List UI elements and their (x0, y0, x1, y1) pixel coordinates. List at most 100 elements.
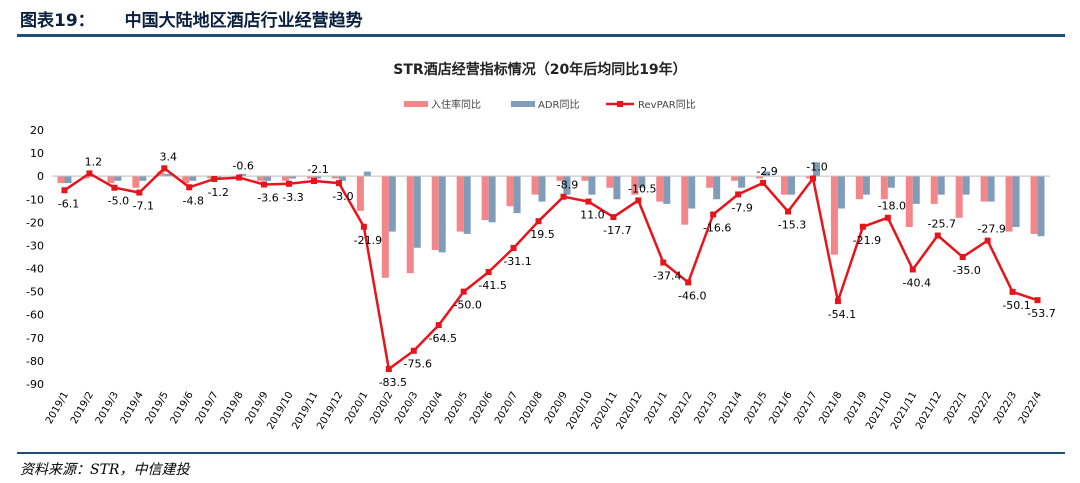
adr-bar (812, 162, 820, 177)
occupancy-bar (1030, 176, 1038, 234)
revpar-marker (510, 244, 517, 251)
revpar-marker (310, 178, 317, 185)
revpar-data-label: -3.6 (257, 191, 278, 204)
x-axis: 2019/12019/22019/32019/42019/52019/62019… (44, 390, 1044, 431)
occupancy-bar (955, 176, 963, 218)
figure-number: 图表19： (20, 11, 95, 31)
x-tick-label: 2020/9 (543, 390, 570, 426)
x-tick-label: 2021/7 (792, 390, 819, 426)
occupancy-bar (980, 176, 988, 202)
revpar-data-label: -10.5 (628, 182, 656, 195)
revpar-data-label: -15.3 (778, 219, 806, 232)
occupancy-bar (356, 176, 364, 211)
revpar-data-label: -50.1 (1002, 299, 1030, 312)
data-labels: -6.1 1.2 -5.0 -7.1 3.4 -4.8 -1.2 -0.6 -3.6 -3.3 -2… (58, 150, 1056, 389)
revpar-data-label: -21.9 (853, 234, 881, 247)
occupancy-bar (880, 176, 888, 200)
bottom-rule (17, 452, 1065, 454)
y-tick-label: -10 (26, 193, 44, 206)
revpar-marker (984, 237, 991, 244)
x-tick-label: 2019/5 (144, 390, 171, 426)
legend-swatch-occupancy (404, 101, 428, 107)
x-tick-label: 2020/6 (468, 390, 495, 426)
adr-bar (64, 176, 72, 184)
occupancy-bar (381, 176, 389, 278)
revpar-marker (86, 170, 93, 177)
revpar-marker (161, 165, 168, 172)
occupancy-bar (157, 171, 165, 177)
occupancy-bar (506, 176, 514, 207)
occupancy-bar (331, 176, 339, 179)
revpar-data-label: -75.6 (404, 358, 432, 371)
y-tick-label: -20 (26, 216, 44, 229)
occupancy-bar (107, 176, 115, 184)
x-tick-label: 2021/5 (743, 390, 770, 426)
revpar-marker (934, 232, 941, 239)
revpar-marker (111, 184, 118, 191)
adr-bar (463, 176, 471, 234)
adr-bar (713, 176, 721, 200)
x-tick-label: 2021/8 (817, 390, 844, 426)
figure-title: 图表19： 中国大陆地区酒店行业经营趋势 (20, 6, 363, 31)
occupancy-bar (930, 176, 938, 204)
revpar-data-label: 11.0 (580, 209, 605, 222)
revpar-marker (410, 347, 417, 354)
occupancy-bar (132, 176, 140, 188)
adr-bar (513, 176, 521, 214)
y-tick-label: 10 (30, 147, 44, 160)
adr-bar (563, 176, 571, 195)
occupancy-bar (1005, 176, 1013, 232)
revpar-data-label: -5.0 (108, 195, 129, 208)
x-tick-label: 2020/4 (418, 390, 445, 426)
y-tick-label: -60 (26, 309, 44, 322)
occupancy-bar (481, 176, 489, 221)
revpar-marker (236, 174, 243, 181)
x-tick-label: 2021/6 (768, 390, 795, 426)
adr-bar (413, 176, 421, 248)
revpar-data-label: -4.8 (182, 194, 203, 207)
adr-bar (114, 176, 122, 181)
occupancy-bar (282, 176, 290, 181)
revpar-marker (1009, 288, 1016, 295)
adr-bar (363, 171, 371, 177)
x-tick-label: 2019/4 (119, 390, 146, 426)
legend-swatch-adr (511, 101, 535, 107)
revpar-marker (435, 322, 442, 329)
adr-bar (1012, 176, 1020, 227)
adr-bar (588, 176, 596, 195)
adr-bar (638, 176, 646, 188)
x-tick-label: 2020/5 (443, 390, 470, 426)
revpar-marker (535, 218, 542, 225)
legend-label-revpar: RevPAR同比 (638, 99, 696, 111)
revpar-data-label: -7.9 (731, 201, 752, 214)
occupancy-bar (756, 176, 764, 179)
revpar-data-label: -7.1 (133, 200, 154, 213)
x-tick-label: 2021/3 (693, 390, 720, 426)
x-tick-label: 2020/2 (368, 390, 395, 426)
legend: 入住率同比 ADR同比 RevPAR同比 (404, 98, 696, 111)
occupancy-bar (706, 176, 714, 188)
revpar-marker (61, 187, 68, 194)
revpar-data-label: -27.9 (977, 223, 1005, 236)
adr-bar (688, 176, 696, 209)
adr-bar (388, 176, 396, 232)
occupancy-bar (57, 176, 65, 184)
revpar-data-label: -18.0 (878, 200, 906, 213)
revpar-marker (560, 193, 567, 200)
revpar-data-label: -46.0 (678, 289, 706, 302)
x-tick-label: 2019/9 (244, 390, 271, 426)
adr-bar (937, 176, 945, 195)
y-axis: 20 10 0 -10 -20 -30 -40 -50 -60 -70 -80 -90 (26, 124, 44, 391)
y-tick-label: -70 (26, 332, 44, 345)
x-tick-label: 2022/4 (1017, 390, 1044, 426)
occupancy-bar (406, 176, 414, 274)
occupancy-bar (855, 176, 863, 200)
x-tick-label: 2022/1 (942, 390, 969, 426)
y-tick-label: 0 (37, 170, 44, 183)
legend-label-occupancy: 入住率同比 (431, 98, 481, 111)
occupancy-bar (82, 176, 90, 179)
y-tick-label: -80 (26, 355, 44, 368)
occupancy-bar (830, 176, 838, 255)
adr-bar (663, 176, 671, 204)
revpar-marker (834, 298, 841, 305)
